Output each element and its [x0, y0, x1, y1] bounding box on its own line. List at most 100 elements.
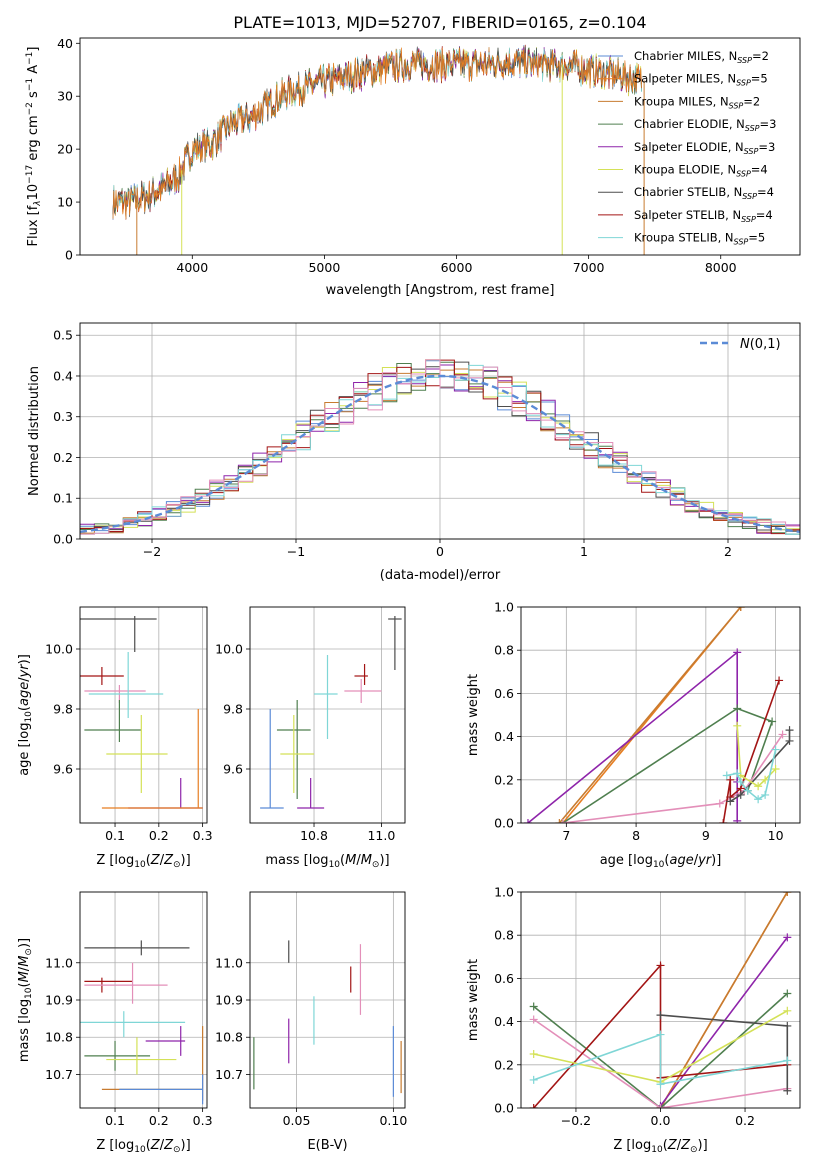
legend-label-main: Chabrier MILES, N: [634, 49, 737, 63]
legend-label-main: Salpeter STELIB, N: [634, 208, 741, 222]
y-axis-label: age [log10(age/yr)]: [17, 654, 34, 776]
axes-frame: [79, 606, 208, 824]
weight-marker: [733, 721, 742, 730]
axes-frame: [249, 606, 406, 824]
y-tick-label: 40: [57, 36, 73, 51]
weight-marker: [754, 795, 763, 804]
y-tick-label: 0.2: [494, 772, 514, 787]
weight-marker: [785, 736, 794, 745]
x-tick-label: 0.1: [105, 828, 125, 843]
x-tick-label: 7000: [573, 260, 605, 275]
weight-marker: [785, 726, 794, 735]
legend-label-main: Kroupa MILES, N: [634, 94, 729, 108]
legend-label-suffix: =4: [751, 163, 768, 177]
x-axis-label: (data-model)/error: [380, 568, 501, 583]
legend-label: Salpeter MILES, NSSP=5: [634, 72, 768, 88]
legend-label-suffix: =3: [760, 117, 777, 131]
plot-area-spectrum: [112, 44, 645, 255]
label-part: /: [694, 853, 699, 868]
legend-label: Kroupa ELODIE, NSSP=4: [634, 163, 768, 179]
weight-marker: [558, 819, 567, 823]
axes-frame: [79, 37, 801, 256]
label-part: −1: [25, 78, 35, 91]
x-tick-label: 0.05: [283, 1113, 311, 1128]
label-part: age [log: [17, 723, 32, 776]
label-part: 10: [134, 860, 146, 870]
x-axis-label: E(B-V): [307, 1138, 347, 1153]
legend-label: Chabrier STELIB, NSSP=4: [634, 185, 774, 201]
legend-label: N(0,1): [740, 337, 781, 352]
label-part: /: [160, 1138, 165, 1153]
label-part: yr: [697, 853, 713, 868]
y-tick-label: 10.7: [215, 1067, 243, 1082]
weight-marker: [771, 745, 780, 754]
label-part: −2: [25, 102, 35, 115]
label-part: s: [26, 91, 41, 102]
weight-line-6: [729, 730, 791, 803]
weight-marker: [778, 730, 787, 739]
legend-label-args: (0,1): [750, 337, 781, 352]
legend-label: Chabrier ELODIE, NSSP=3: [634, 117, 776, 133]
legend-label-sub: SSP: [734, 238, 749, 247]
y-tick-label: 0.5: [53, 328, 73, 343]
legend-label: Kroupa MILES, NSSP=2: [634, 94, 760, 110]
weight-marker: [555, 819, 564, 823]
label-part: 10: [651, 1145, 663, 1155]
y-tick-label: 0.0: [53, 532, 73, 547]
y-tick-label: 10.8: [215, 1030, 243, 1045]
label-part: 10: [24, 987, 34, 999]
legend-label-suffix: =4: [757, 185, 774, 199]
weight-marker: [733, 648, 742, 657]
weight-marker: [529, 1075, 538, 1084]
legend-label-main: Salpeter MILES, N: [634, 72, 736, 86]
legend-label-sub: SSP: [736, 170, 751, 179]
label-part: mass [log: [17, 999, 32, 1062]
label-part: (: [146, 853, 151, 868]
plot-area-massweight-vs-Z: [529, 892, 792, 1108]
label-part: age: [17, 682, 32, 706]
weight-marker: [529, 1015, 538, 1024]
label-part: /: [356, 853, 361, 868]
y-tick-label: 0.8: [494, 643, 514, 658]
label-part: Z: [163, 1138, 174, 1153]
plot-area-massweight-vs-age: [523, 607, 794, 823]
weight-marker: [771, 765, 780, 773]
y-tick-label: 0: [65, 248, 73, 263]
x-tick-label: 0.2: [149, 828, 169, 843]
label-part: λ: [33, 200, 43, 206]
weight-marker: [656, 1104, 665, 1108]
axes-residuals: −2 −1 0 1 2 0.0 0.1 0.2 0.3 0.4 0.5 (data-model)/er…: [27, 322, 801, 583]
y-tick-label: 10.0: [215, 642, 243, 657]
legend-label-main: Kroupa STELIB, N: [634, 231, 734, 245]
weight-line-2: [558, 607, 742, 823]
label-part: Z: [667, 1138, 678, 1153]
weight-marker: [726, 797, 735, 806]
axes-spectrum: 4000 5000 6000 7000 8000 0 10 20 30 40 wavelength …: [25, 36, 801, 298]
legend-label-main: Salpeter ELODIE, N: [634, 140, 744, 154]
label-part: /: [160, 853, 165, 868]
y-tick-label: 1.0: [494, 885, 514, 900]
label-part: )]: [181, 1138, 191, 1153]
legend-label-suffix: =2: [752, 49, 769, 63]
weight-marker: [783, 892, 792, 896]
plot-area-mass-vs-Z: [80, 940, 204, 1105]
label-part: Flux [f: [26, 205, 41, 246]
label-part: )]: [17, 654, 32, 664]
legend-label-N: N: [740, 337, 750, 352]
plot-area-age-vs-mass: [260, 616, 402, 809]
x-axis-label: wavelength [Angstrom, rest frame]: [326, 283, 555, 298]
axes-frame: [249, 891, 406, 1109]
x-tick-label: 10: [768, 828, 784, 843]
label-part: age: [669, 853, 693, 868]
label-part: )]: [698, 1138, 708, 1153]
weight-marker: [529, 1050, 538, 1058]
x-tick-label: 0.2: [149, 1113, 169, 1128]
x-tick-label: 0.1: [105, 1113, 125, 1128]
legend-label-sub: SSP: [741, 215, 756, 224]
weight-marker: [783, 1006, 792, 1015]
x-tick-label: 0.10: [379, 1113, 407, 1128]
y-tick-label: 9.8: [53, 702, 73, 717]
x-tick-label: −1: [287, 544, 305, 559]
